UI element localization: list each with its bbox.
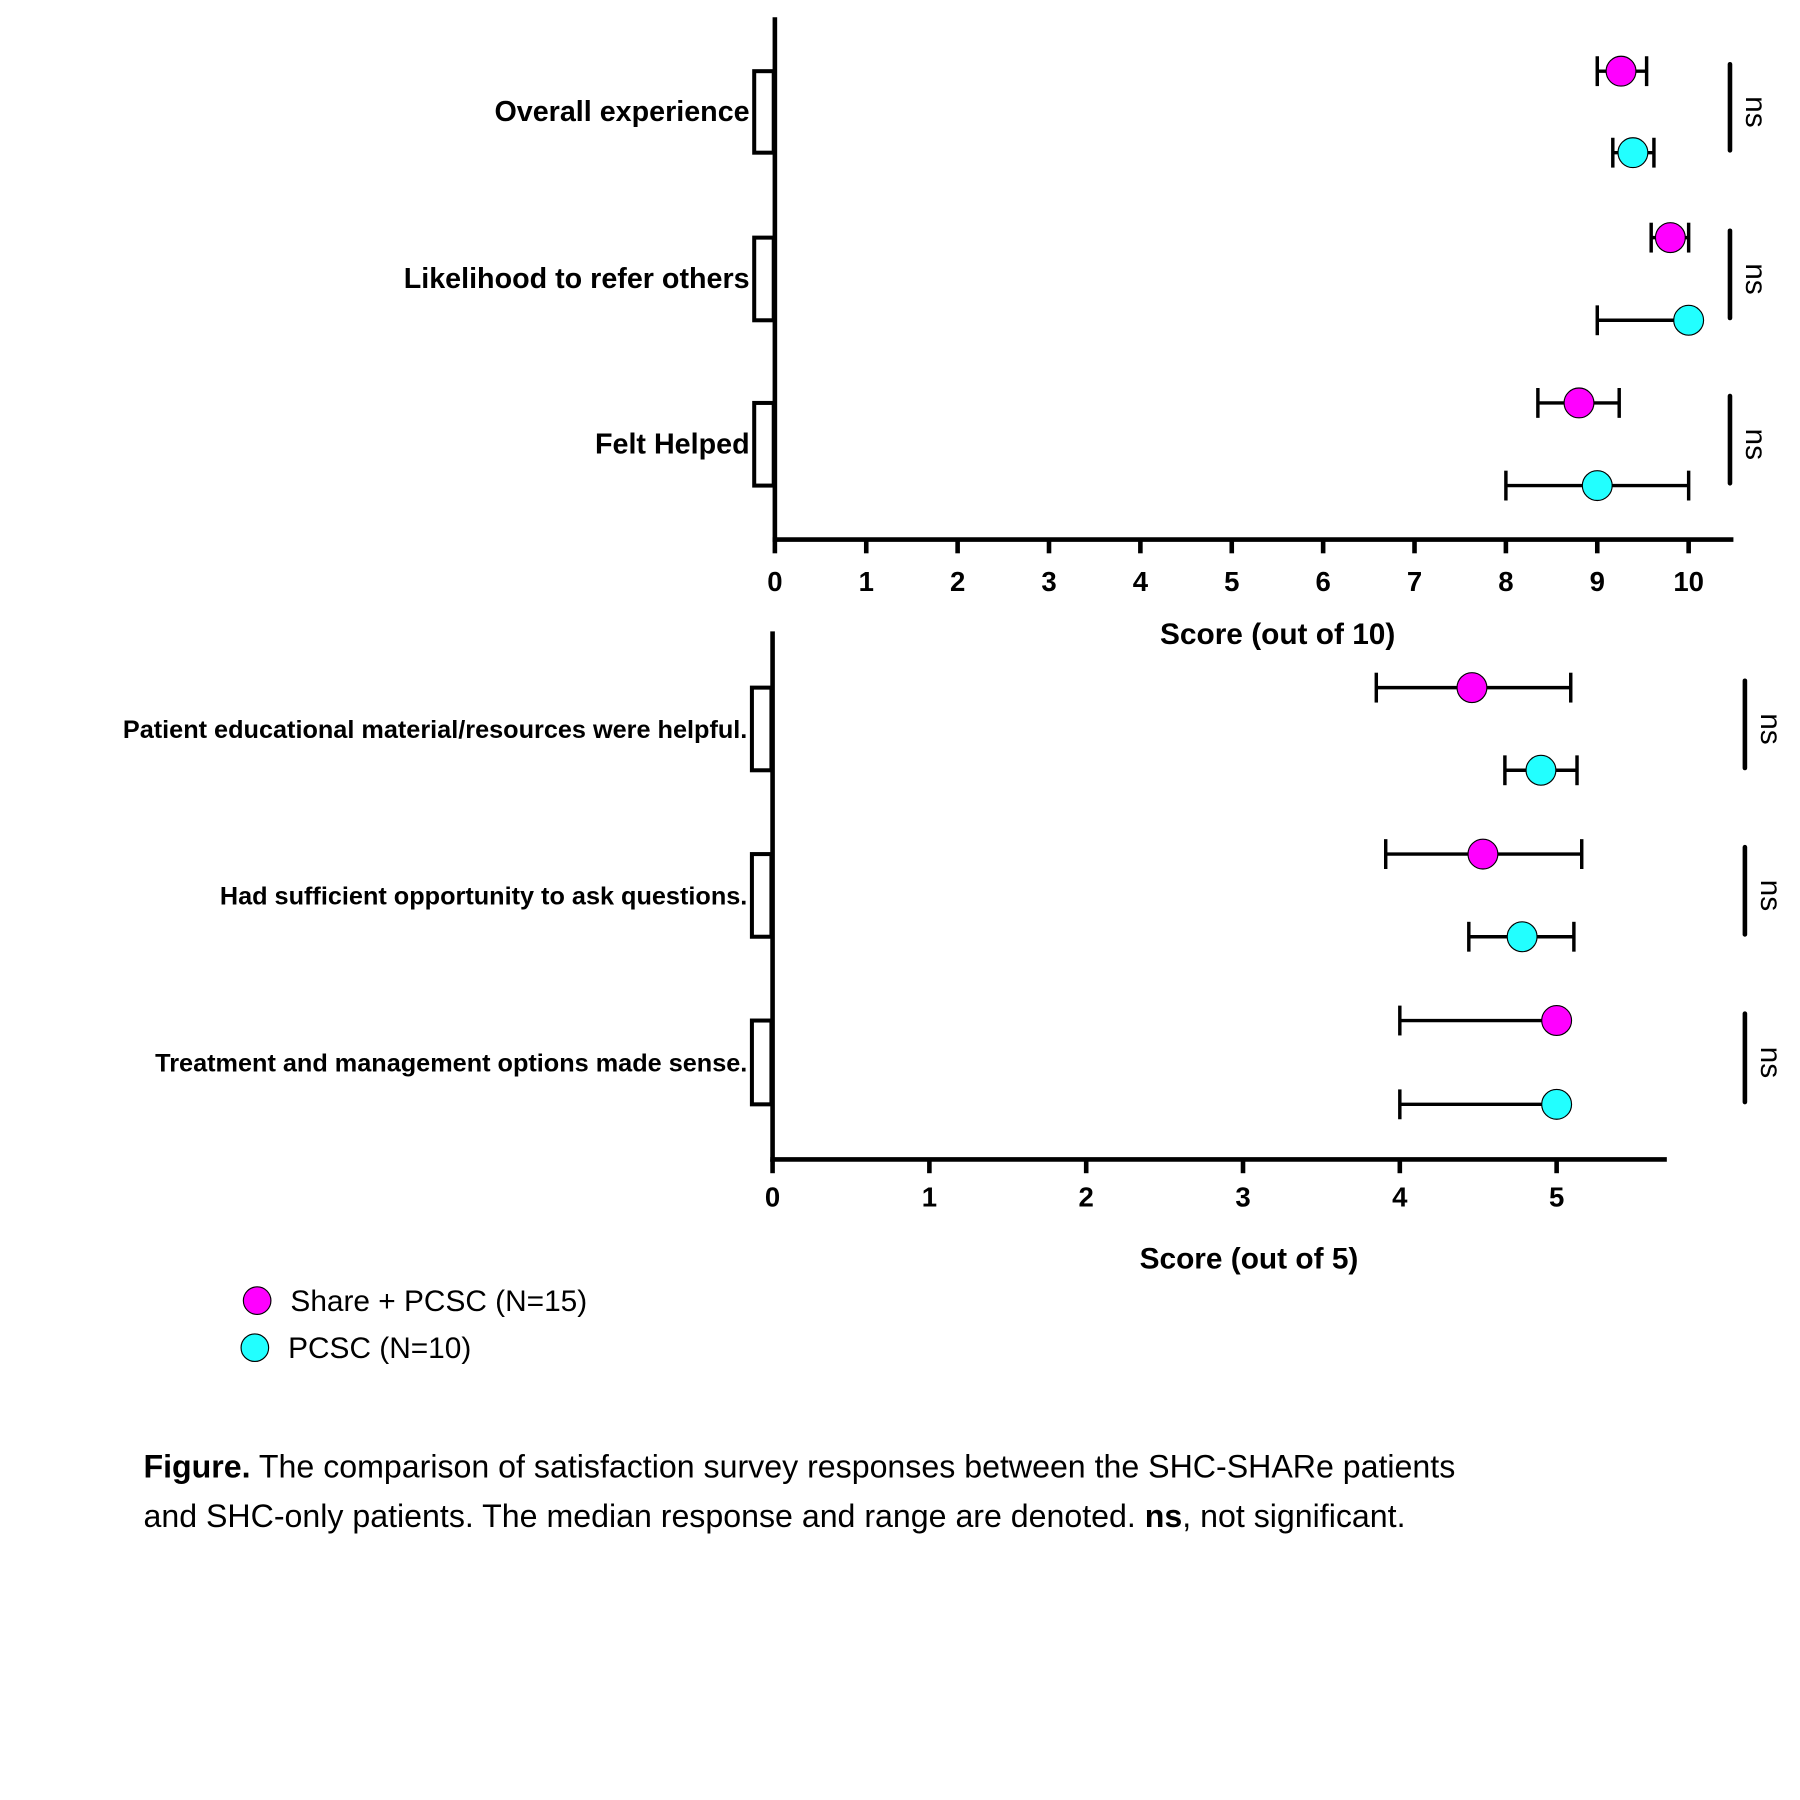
x-tick-label: 5: [1549, 1182, 1564, 1213]
chart-1: 0 1 2 3 4 5 6 7 8 9 10 Score (out of 10) Overall exp…: [404, 17, 1772, 651]
chart-2: 0 1 2 3 4 5 Score (out of 5) Patient educationa…: [123, 631, 1787, 1275]
category-bar: [749, 852, 774, 939]
x-tick-label: 0: [765, 1182, 780, 1213]
significance-label: ns: [1739, 263, 1772, 295]
median-point: [1467, 838, 1499, 870]
median-point: [1605, 55, 1637, 87]
category-label: Overall experience: [494, 96, 749, 128]
caption-line2-start: and SHC-only patients. The median respon…: [143, 1498, 1144, 1534]
x-tick-label: 0: [767, 566, 782, 597]
category-bar: [749, 685, 774, 773]
caption-ns-bold: ns: [1145, 1498, 1183, 1534]
category-bar: [752, 69, 776, 155]
category-bar: [749, 1018, 774, 1107]
significance-label: ns: [1739, 96, 1772, 128]
median-point: [1506, 921, 1538, 953]
significance-label: ns: [1754, 1047, 1787, 1079]
median-point: [1541, 1088, 1573, 1120]
category-label: Treatment and management options made se…: [155, 1050, 747, 1078]
median-point: [1525, 754, 1557, 786]
x-tick-label: 1: [859, 566, 874, 597]
significance-label: ns: [1754, 713, 1787, 745]
category-label: Had sufficient opportunity to ask questi…: [220, 883, 747, 911]
x-tick-label: 4: [1133, 566, 1149, 597]
median-point: [1654, 222, 1686, 254]
median-point: [1617, 137, 1649, 169]
category-label: Felt Helped: [595, 428, 750, 460]
legend-marker-pcsc: [240, 1333, 270, 1363]
x-tick-label: 7: [1407, 566, 1422, 597]
median-point: [1563, 387, 1595, 419]
legend: Share + PCSC (N=15) PCSC (N=10): [240, 1285, 587, 1365]
caption: Figure. The comparison of satisfaction s…: [143, 1448, 1455, 1533]
caption-bold-prefix: Figure.: [143, 1448, 250, 1484]
median-point: [1541, 1005, 1573, 1037]
legend-label-pcsc: PCSC (N=10): [288, 1332, 471, 1365]
legend-marker-share-pcsc: [242, 1286, 272, 1315]
category-bar: [752, 235, 776, 323]
significance-label: ns: [1754, 880, 1787, 912]
x-tick-label: 10: [1673, 566, 1704, 597]
median-point: [1673, 304, 1705, 336]
x-tick-label: 9: [1590, 566, 1605, 597]
category-label: Patient educational material/resources w…: [123, 716, 747, 744]
x-tick-label: 1: [922, 1182, 937, 1213]
caption-line-2: and SHC-only patients. The median respon…: [143, 1498, 1405, 1534]
x-tick-label: 8: [1498, 566, 1513, 597]
x-axis-title: Score (out of 10): [1160, 618, 1395, 651]
caption-line1-text: The comparison of satisfaction survey re…: [251, 1448, 1456, 1484]
x-tick-label: 2: [1079, 1182, 1094, 1213]
median-point: [1581, 470, 1613, 502]
legend-label-share-pcsc: Share + PCSC (N=15): [290, 1285, 587, 1318]
x-tick-label: 5: [1224, 566, 1239, 597]
category-label: Likelihood to refer others: [404, 263, 750, 295]
significance-label: ns: [1739, 429, 1772, 461]
category-bar: [752, 400, 776, 488]
x-tick-label: 3: [1235, 1182, 1250, 1213]
median-point: [1456, 672, 1488, 704]
caption-line-1: Figure. The comparison of satisfaction s…: [143, 1448, 1455, 1484]
x-tick-label: 3: [1041, 566, 1056, 597]
x-tick-label: 2: [950, 566, 965, 597]
caption-line2-end: , not significant.: [1182, 1498, 1405, 1534]
x-axis-title: Score (out of 5): [1140, 1242, 1359, 1275]
x-tick-label: 4: [1392, 1182, 1408, 1213]
x-tick-label: 6: [1315, 566, 1330, 597]
